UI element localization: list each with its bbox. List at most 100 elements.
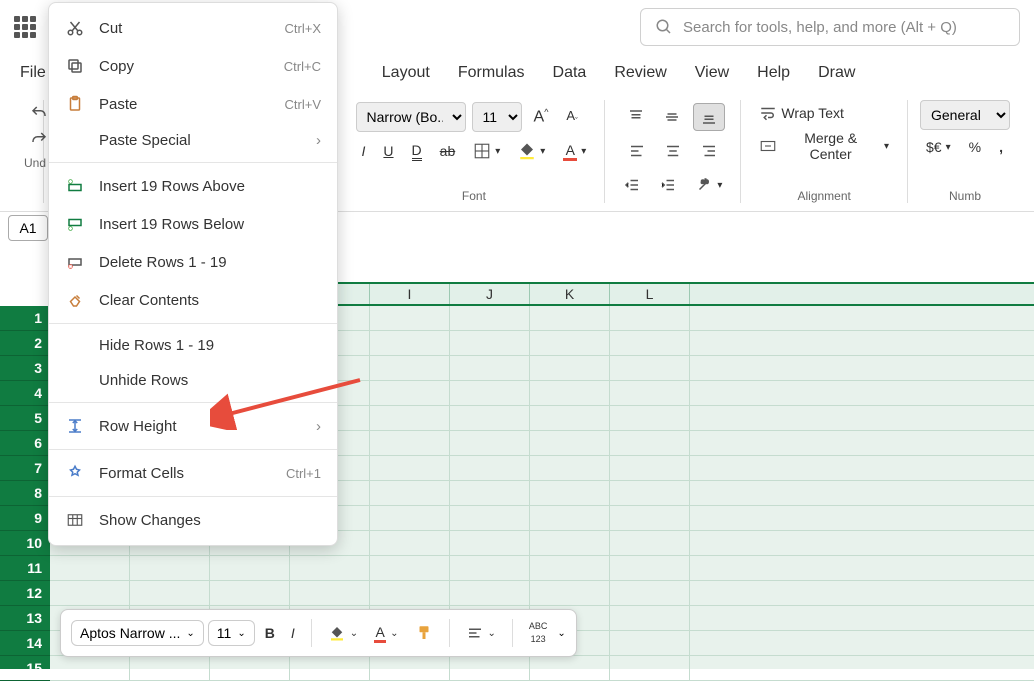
align-bottom-button[interactable] — [693, 103, 725, 131]
cell[interactable] — [130, 581, 210, 605]
cell[interactable] — [290, 581, 370, 605]
cell[interactable] — [450, 556, 530, 580]
align-left-button[interactable] — [622, 138, 652, 164]
cell[interactable] — [50, 556, 130, 580]
cell[interactable] — [530, 381, 610, 405]
cell[interactable] — [450, 481, 530, 505]
cell[interactable] — [450, 656, 530, 680]
cell[interactable] — [530, 456, 610, 480]
cell[interactable] — [370, 531, 450, 555]
cell[interactable] — [370, 656, 450, 680]
cell[interactable] — [610, 456, 690, 480]
increase-font-button[interactable]: A^ — [528, 103, 555, 130]
row-header[interactable]: 14 — [0, 631, 50, 656]
cell[interactable] — [530, 306, 610, 330]
cell[interactable] — [450, 456, 530, 480]
number-format-select[interactable]: General — [920, 100, 1010, 130]
row-header[interactable]: 8 — [0, 481, 50, 506]
cell[interactable] — [610, 656, 690, 680]
cell[interactable] — [210, 556, 290, 580]
cell[interactable] — [450, 506, 530, 530]
cell[interactable] — [610, 581, 690, 605]
cell[interactable] — [610, 431, 690, 455]
tab-view[interactable]: View — [695, 64, 729, 82]
row-header[interactable]: 9 — [0, 506, 50, 531]
menu-insert-above[interactable]: Insert 19 Rows Above — [49, 167, 337, 205]
cell[interactable] — [610, 531, 690, 555]
fill-color-button[interactable]: ▾ — [512, 138, 551, 164]
menu-show-changes[interactable]: Show Changes — [49, 501, 337, 539]
tab-data[interactable]: Data — [553, 64, 587, 82]
cell[interactable] — [530, 656, 610, 680]
menu-clear-contents[interactable]: Clear Contents — [49, 281, 337, 319]
cell[interactable] — [130, 556, 210, 580]
tab-help[interactable]: Help — [757, 64, 790, 82]
cell[interactable] — [370, 481, 450, 505]
tab-review[interactable]: Review — [614, 64, 666, 82]
row-header[interactable]: 12 — [0, 581, 50, 606]
column-header[interactable]: I — [370, 284, 450, 304]
float-font-size[interactable]: 11⌄ — [208, 620, 255, 646]
currency-button[interactable]: $€▾ — [920, 135, 957, 159]
align-center-button[interactable] — [658, 138, 688, 164]
font-color-button[interactable]: A▾ — [557, 138, 592, 165]
cell[interactable] — [530, 431, 610, 455]
cell[interactable] — [610, 406, 690, 430]
cell[interactable] — [370, 456, 450, 480]
row-header[interactable]: 13 — [0, 606, 50, 631]
cell[interactable] — [210, 581, 290, 605]
row-header[interactable]: 6 — [0, 431, 50, 456]
wrap-text-button[interactable]: Wrap Text — [753, 100, 850, 126]
column-header[interactable]: K — [530, 284, 610, 304]
column-header[interactable]: L — [610, 284, 690, 304]
search-input[interactable]: Search for tools, help, and more (Alt + … — [640, 8, 1020, 46]
decrease-font-button[interactable]: Aˇ — [560, 104, 583, 130]
cell[interactable] — [210, 656, 290, 680]
tab-formulas[interactable]: Formulas — [458, 64, 525, 82]
cell[interactable] — [370, 381, 450, 405]
float-format-painter-button[interactable] — [409, 620, 439, 646]
cell[interactable] — [450, 356, 530, 380]
cell[interactable] — [450, 531, 530, 555]
column-header[interactable]: J — [450, 284, 530, 304]
cell[interactable] — [370, 556, 450, 580]
cell[interactable] — [290, 556, 370, 580]
float-fill-color-button[interactable]: ⌄ — [322, 620, 364, 646]
borders-button[interactable]: ▾ — [467, 138, 506, 164]
menu-hide-rows[interactable]: Hide Rows 1 - 19 — [49, 328, 337, 363]
menu-format-cells[interactable]: Format Cells Ctrl+1 — [49, 454, 337, 492]
cell[interactable] — [370, 581, 450, 605]
menu-delete-rows[interactable]: Delete Rows 1 - 19 — [49, 243, 337, 281]
row-header[interactable]: 5 — [0, 406, 50, 431]
underline-button[interactable]: U — [377, 139, 399, 163]
double-underline-button[interactable]: D — [406, 138, 428, 165]
float-bold-button[interactable]: B — [259, 621, 281, 645]
align-right-button[interactable] — [694, 138, 724, 164]
cell[interactable] — [290, 656, 370, 680]
cell[interactable] — [610, 481, 690, 505]
cell[interactable] — [370, 506, 450, 530]
row-header[interactable]: 3 — [0, 356, 50, 381]
float-number-format-button[interactable]: ABC123 — [523, 618, 554, 648]
row-header[interactable]: 7 — [0, 456, 50, 481]
float-italic-button[interactable]: I — [285, 621, 301, 645]
tab-file[interactable]: File — [20, 64, 46, 82]
cell[interactable] — [610, 331, 690, 355]
cell[interactable] — [610, 556, 690, 580]
row-header[interactable]: 4 — [0, 381, 50, 406]
cell[interactable] — [370, 331, 450, 355]
cell[interactable] — [530, 506, 610, 530]
increase-indent-button[interactable] — [653, 172, 683, 198]
cell[interactable] — [610, 306, 690, 330]
tab-draw[interactable]: Draw — [818, 64, 855, 82]
font-size-select[interactable]: 11 — [472, 102, 522, 132]
cell[interactable] — [50, 581, 130, 605]
cell[interactable] — [610, 506, 690, 530]
cell[interactable] — [450, 581, 530, 605]
cell[interactable] — [450, 381, 530, 405]
decrease-indent-button[interactable] — [617, 172, 647, 198]
cell[interactable] — [50, 656, 130, 680]
menu-paste-special[interactable]: Paste Special › — [49, 123, 337, 158]
cell[interactable] — [450, 306, 530, 330]
cell[interactable] — [370, 306, 450, 330]
